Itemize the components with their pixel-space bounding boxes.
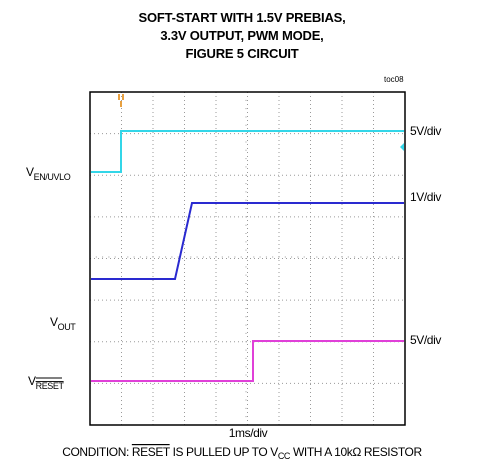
channel-scale: 5V/div bbox=[410, 333, 441, 347]
level-marker bbox=[400, 143, 404, 151]
figure-id: toc08 bbox=[384, 75, 404, 84]
trace-en bbox=[91, 130, 404, 173]
channel-label: VRESET bbox=[28, 374, 65, 391]
channel-scale: 5V/div bbox=[410, 124, 441, 138]
time-scale: 1ms/div bbox=[229, 426, 268, 440]
label-sub: OUT bbox=[58, 322, 77, 332]
channel-label: VOUT bbox=[50, 315, 76, 332]
title-line: SOFT-START WITH 1.5V PREBIAS, bbox=[138, 10, 345, 25]
label-main: V bbox=[28, 374, 36, 388]
title-line: 3.3V OUTPUT, PWM MODE, bbox=[160, 28, 323, 43]
label-sub: RESET bbox=[36, 381, 65, 391]
graticule bbox=[89, 91, 406, 426]
channel-label: VEN/UVLO bbox=[26, 165, 71, 182]
cond-sub: CC bbox=[278, 451, 291, 461]
label-main: V bbox=[26, 165, 34, 179]
trigger-marker bbox=[118, 94, 124, 107]
trace-reset bbox=[91, 340, 404, 382]
cond-signal: RESET bbox=[132, 445, 171, 459]
cond-mid: IS PULLED UP TO V bbox=[170, 445, 279, 459]
title-line: FIGURE 5 CIRCUIT bbox=[185, 46, 298, 61]
trace-vout bbox=[91, 202, 404, 280]
label-sub: EN/UVLO bbox=[34, 172, 71, 182]
label-main: V bbox=[50, 315, 58, 329]
channel-scale: 1V/div bbox=[410, 190, 441, 204]
screen-border bbox=[89, 91, 406, 426]
cond-tail: WITH A 10kΩ RESISTOR bbox=[290, 445, 422, 459]
cond-lead: CONDITION: bbox=[62, 445, 132, 459]
condition: CONDITION: RESET IS PULLED UP TO VCC WIT… bbox=[62, 445, 422, 461]
